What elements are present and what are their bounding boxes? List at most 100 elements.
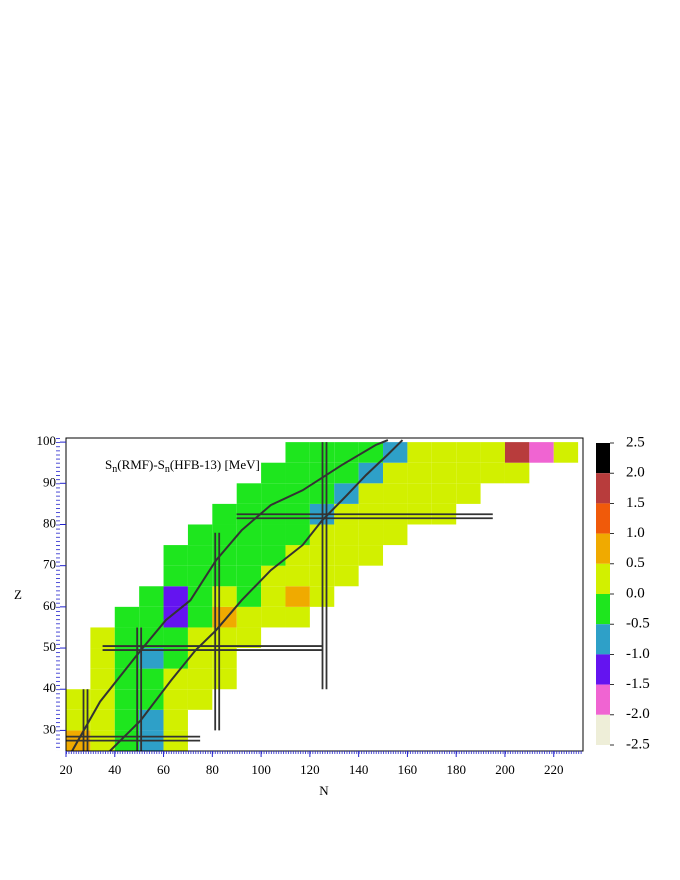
colorbar-swatch: [596, 473, 610, 504]
heat-cell: [187, 648, 213, 669]
x-tick-label: 20: [60, 762, 73, 777]
y-tick-label: 30: [43, 721, 56, 736]
heat-cell: [139, 606, 164, 628]
x-tick-label: 160: [398, 762, 418, 777]
heat-cell: [163, 586, 188, 607]
colorbar-swatch: [596, 714, 610, 745]
heat-cell: [236, 565, 262, 587]
heat-cell: [187, 606, 213, 628]
heat-cell: [456, 462, 481, 484]
heat-cell: [90, 648, 115, 669]
annotation-part: S: [105, 457, 112, 472]
heat-cell: [114, 689, 140, 710]
annotation-part: (RMF)-S: [117, 457, 165, 472]
heat-cell: [358, 483, 384, 504]
heat-cell: [334, 442, 359, 463]
heat-cell: [285, 524, 310, 546]
heat-cell: [431, 442, 457, 463]
heat-cell: [383, 442, 408, 463]
minor-ticks-x: [66, 751, 583, 755]
heat-cell: [285, 442, 310, 463]
x-tick-label: 120: [300, 762, 320, 777]
heat-cell: [480, 442, 505, 463]
heat-cell: [187, 545, 213, 566]
colorbar-swatch: [596, 654, 610, 685]
heat-cell: [261, 462, 286, 484]
heat-cell: [114, 668, 140, 690]
y-tick-label: 40: [43, 680, 56, 695]
heat-cell: [334, 545, 359, 566]
heat-cell: [163, 668, 188, 690]
heat-cell: [285, 606, 310, 628]
heat-cell: [187, 668, 213, 690]
heat-cell: [114, 648, 140, 669]
heat-cell: [431, 462, 457, 484]
heat-cell: [139, 586, 164, 607]
heat-cell: [236, 586, 262, 607]
colorbar-label: -0.5: [626, 616, 650, 632]
x-tick-label: 80: [206, 762, 219, 777]
heat-cell: [163, 545, 188, 566]
heat-cell: [139, 648, 164, 669]
heat-cell: [261, 524, 286, 546]
heat-cell: [90, 668, 115, 690]
heat-cell: [261, 545, 286, 566]
heat-cell: [334, 565, 359, 587]
heat-cell: [407, 442, 432, 463]
minor-ticks-y: [56, 438, 66, 751]
colorbar-swatch: [596, 563, 610, 594]
heat-cell: [236, 627, 262, 649]
x-tick-label: 220: [544, 762, 564, 777]
heat-cell: [407, 462, 432, 484]
heat-cell: [187, 586, 213, 607]
y-tick-label: 90: [43, 474, 56, 489]
x-tick-label: 100: [251, 762, 271, 777]
annotation-part: n: [112, 464, 117, 475]
colorbar-label: 0.0: [626, 585, 645, 601]
heat-cell: [187, 524, 213, 546]
heat-cell: [236, 606, 262, 628]
colorbar-swatch: [596, 503, 610, 534]
heat-cell: [187, 627, 213, 649]
heat-cell: [261, 586, 286, 607]
heat-cell: [334, 524, 359, 546]
heat-cell: [285, 462, 310, 484]
annotation-part: n: [165, 464, 170, 475]
colorbar-label: 2.5: [626, 434, 645, 450]
colorbar-label: 0.5: [626, 555, 645, 571]
heat-cell: [261, 606, 286, 628]
heat-cell: [358, 462, 384, 484]
heat-cell: [383, 524, 408, 546]
heat-cell: [212, 503, 237, 525]
colorbar-label: -2.0: [626, 706, 650, 722]
x-tick-label: 140: [349, 762, 369, 777]
colorbar-label: -2.5: [626, 736, 650, 752]
colorbar-label: 1.5: [626, 495, 645, 511]
heat-cell: [358, 545, 384, 566]
x-tick-label: 180: [446, 762, 466, 777]
x-tick-label: 40: [108, 762, 121, 777]
heat-cell: [407, 483, 432, 504]
heat-cell: [187, 689, 213, 710]
colorbar-swatch: [596, 533, 610, 564]
colorbar-swatch: [596, 684, 610, 715]
y-tick-label: 100: [37, 433, 57, 448]
heat-cell: [456, 442, 481, 463]
heat-cell: [285, 586, 310, 607]
colorbar-label: -1.5: [626, 676, 650, 692]
heat-cell: [285, 545, 310, 566]
heat-cell: [163, 709, 188, 731]
y-tick-label: 60: [43, 598, 56, 613]
heat-cell: [285, 565, 310, 587]
heat-cell: [504, 442, 530, 463]
annotation-part: (HFB-13) [MeV]: [170, 457, 260, 472]
heat-cell: [114, 606, 140, 628]
heat-cell: [236, 483, 262, 504]
heat-cell: [504, 462, 530, 484]
heat-cell: [334, 462, 359, 484]
x-axis-label: N: [319, 783, 329, 798]
heat-cell: [163, 627, 188, 649]
heat-cell: [90, 627, 115, 649]
